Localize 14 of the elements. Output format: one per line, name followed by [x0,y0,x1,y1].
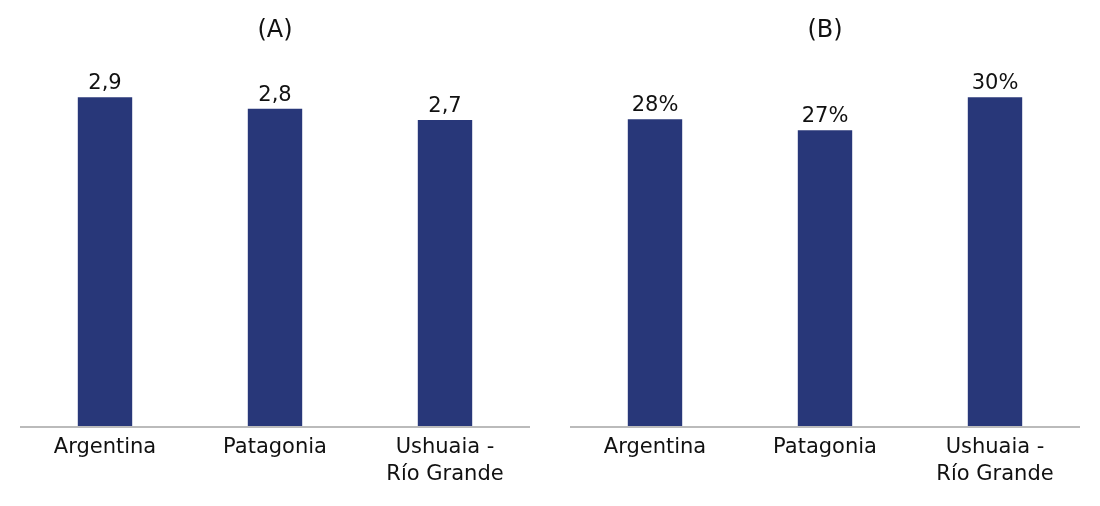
x-tick-label: Argentina [603,433,707,458]
x-tick-label: Ushuaia - Río Grande [386,433,504,486]
data-label: 28% [631,92,679,117]
chart-title: (A) [257,15,293,44]
x-tick-label: Patagonia [223,433,327,458]
chart-title: (B) [807,15,843,44]
data-label: 30% [971,70,1019,95]
data-label: 2,8 [258,81,292,106]
x-tick-label: Argentina [53,433,157,458]
x-tick-label: Patagonia [773,433,877,458]
data-label: 27% [801,103,849,128]
x-tick-label: Ushuaia - Río Grande [936,433,1054,486]
data-label: 2,9 [88,70,122,95]
data-label: 2,7 [428,92,462,117]
